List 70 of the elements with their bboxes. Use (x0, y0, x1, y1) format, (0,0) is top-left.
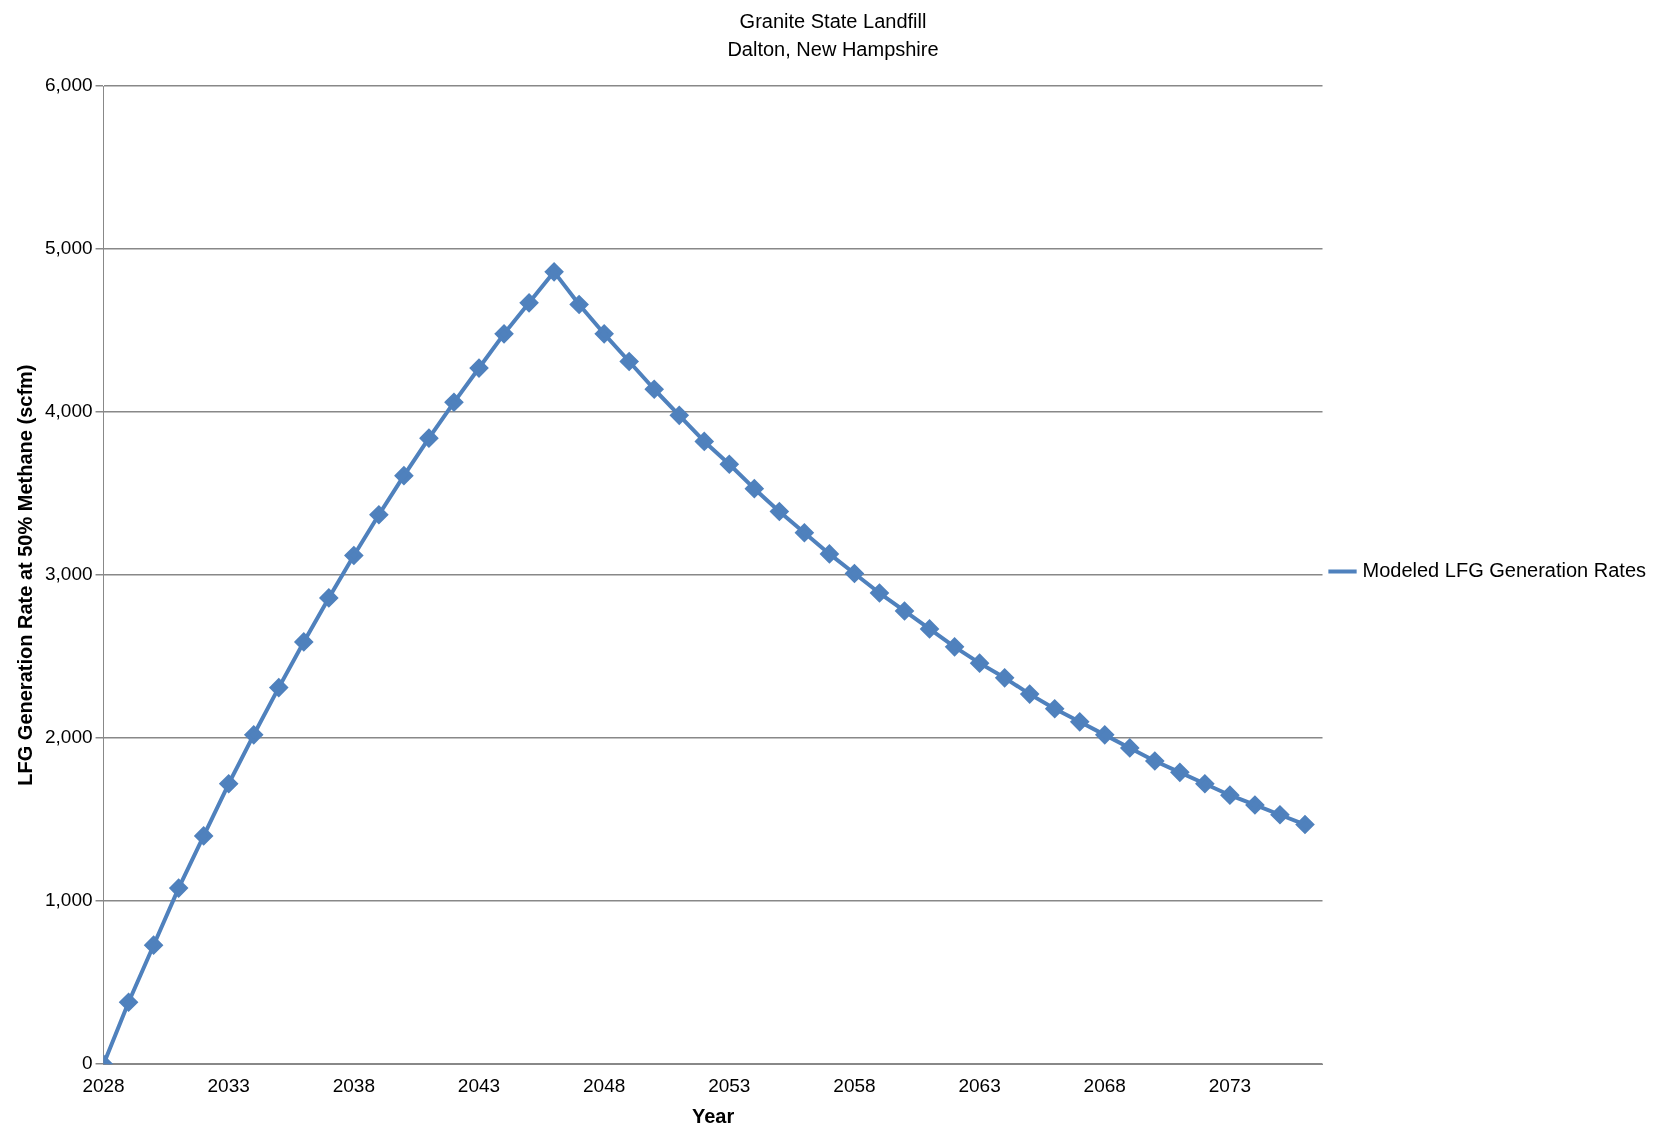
point (645, 380, 664, 399)
y-tick-label: 3,000 (45, 563, 93, 585)
x-tick-label: 2053 (708, 1074, 751, 1096)
x-tick-label: 2073 (1208, 1074, 1252, 1096)
point (620, 352, 639, 371)
chart-title: Granite State Landfill (739, 9, 927, 32)
point (520, 293, 539, 312)
y-tick-label: 1,000 (45, 889, 93, 911)
x-tick-label: 2033 (207, 1074, 250, 1096)
legend-label: Modeled LFG Generation Rates (1362, 559, 1647, 582)
point (920, 619, 939, 638)
point (1045, 699, 1064, 718)
chart-subtitle: Dalton, New Hampshire (727, 37, 939, 60)
point (269, 678, 288, 697)
y-tick-label: 2,000 (45, 726, 93, 748)
y-tick-label: 4,000 (45, 400, 93, 422)
point (1145, 751, 1164, 770)
point (695, 432, 714, 451)
point (444, 393, 463, 412)
point (344, 546, 363, 565)
point (1245, 795, 1264, 814)
x-tick-label: 2068 (1083, 1074, 1126, 1096)
point (1020, 685, 1039, 704)
y-tick-label: 6,000 (45, 74, 93, 96)
point (1220, 786, 1239, 805)
point (119, 993, 138, 1012)
point (895, 601, 914, 620)
point (770, 502, 789, 521)
point (394, 466, 413, 485)
point (970, 654, 989, 673)
point (670, 406, 689, 425)
y-tick-label: 0 (81, 1052, 93, 1074)
x-tick-label: 2063 (958, 1074, 1001, 1096)
point (720, 455, 739, 474)
point (369, 505, 388, 524)
x-tick-label: 2043 (457, 1074, 501, 1096)
x-tick-label: 2028 (82, 1074, 125, 1096)
point (945, 637, 964, 656)
point (470, 359, 488, 378)
point (995, 668, 1014, 687)
point (545, 262, 564, 281)
point (1170, 763, 1189, 782)
point (845, 564, 864, 583)
point (319, 588, 338, 607)
point (495, 324, 514, 343)
point (1095, 725, 1114, 744)
point (294, 632, 313, 651)
point (219, 774, 238, 793)
point (870, 584, 889, 603)
point (1295, 815, 1314, 834)
point (1270, 805, 1289, 824)
x-tick-label: 2038 (332, 1074, 375, 1096)
point (244, 725, 263, 744)
x-tick-label: 2048 (583, 1074, 626, 1096)
y-axis-title: LFG Generation Rate at 50% Methane (scfm) (13, 364, 36, 786)
point (1120, 738, 1139, 757)
point (144, 936, 163, 955)
point (1070, 712, 1089, 731)
point (595, 324, 614, 343)
x-axis-title: Year (691, 1104, 735, 1127)
point (169, 879, 188, 898)
point (419, 429, 438, 448)
x-tick-label: 2058 (833, 1074, 876, 1096)
y-tick-label: 5,000 (45, 237, 93, 259)
point (795, 523, 814, 542)
point (570, 295, 589, 314)
point (1195, 774, 1214, 793)
point (820, 544, 839, 563)
point (745, 479, 764, 498)
point (194, 826, 213, 845)
